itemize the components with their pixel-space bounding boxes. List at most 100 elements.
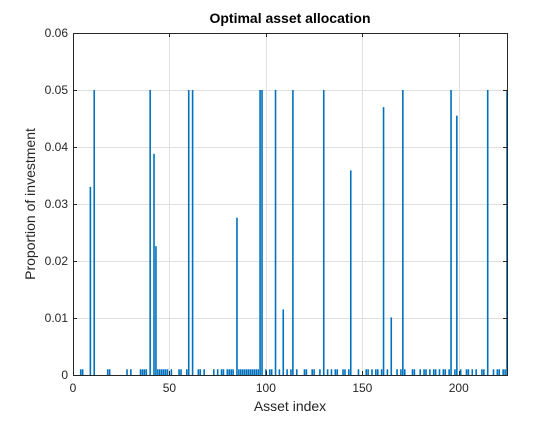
y-tick-label: 0 <box>61 368 68 382</box>
bar <box>199 369 202 375</box>
bar <box>419 369 421 375</box>
bar <box>423 369 425 375</box>
bar <box>268 369 271 375</box>
bar <box>245 369 248 375</box>
bar <box>344 369 346 375</box>
bar <box>143 369 146 375</box>
bar <box>166 369 169 375</box>
bar <box>311 369 313 375</box>
bar <box>313 369 315 375</box>
bar <box>243 369 246 375</box>
bar <box>367 369 369 375</box>
bar <box>303 369 306 375</box>
y-tick-label: 0.04 <box>45 140 69 154</box>
bar <box>286 369 288 375</box>
bar <box>155 246 157 375</box>
bar <box>259 90 261 375</box>
bar <box>290 369 292 375</box>
bar <box>475 369 477 375</box>
bar <box>240 369 242 375</box>
bar <box>295 369 298 375</box>
bar <box>322 90 325 375</box>
bar <box>203 369 205 375</box>
ticks: 0 50 100 150 200 0 0.01 0.02 0.03 0.04 0.05 0.06 <box>45 26 507 395</box>
bar <box>241 369 244 375</box>
bar <box>459 369 462 375</box>
bar <box>334 369 337 375</box>
bar <box>386 369 389 375</box>
bar <box>481 369 483 375</box>
y-axis-label: Proportion of investment <box>22 128 38 280</box>
bar <box>141 369 144 375</box>
bar <box>432 369 435 375</box>
y-tick-label: 0.01 <box>45 311 69 325</box>
x-tick-label: 0 <box>70 381 77 395</box>
bar <box>186 369 188 375</box>
bar <box>454 369 456 375</box>
bar <box>160 369 163 375</box>
bar <box>376 369 379 375</box>
bar <box>216 369 219 375</box>
bar <box>157 369 159 375</box>
y-tick-label: 0.05 <box>45 83 69 97</box>
bar <box>106 369 109 375</box>
bar <box>496 369 499 375</box>
bar <box>126 369 128 375</box>
bar <box>382 107 385 375</box>
x-tick-label: 100 <box>256 381 276 395</box>
bar <box>438 369 441 375</box>
bar <box>434 369 437 375</box>
bar <box>249 369 252 375</box>
bar <box>228 369 231 375</box>
x-axis-label: Asset index <box>254 398 326 414</box>
y-tick-label: 0.02 <box>45 254 69 268</box>
bar <box>342 369 344 375</box>
bar <box>292 90 294 375</box>
y-tick-label: 0.06 <box>45 26 69 40</box>
bar <box>270 369 273 375</box>
x-tick-label: 200 <box>449 381 469 395</box>
bar <box>483 369 485 375</box>
x-tick-label: 50 <box>163 381 177 395</box>
bar <box>213 369 215 375</box>
bar <box>79 369 82 375</box>
bar <box>164 369 167 375</box>
bar <box>336 369 339 375</box>
bar <box>159 369 161 375</box>
bar <box>380 369 383 375</box>
bar <box>448 369 450 375</box>
bar <box>108 369 111 375</box>
bar <box>471 369 474 375</box>
bar <box>403 369 406 375</box>
bar <box>251 369 254 375</box>
bar <box>411 369 414 375</box>
bar <box>257 369 259 375</box>
bar <box>400 369 402 375</box>
bar <box>162 369 165 375</box>
bar <box>238 369 240 375</box>
bar <box>187 90 190 375</box>
bar <box>442 369 445 375</box>
bar <box>365 369 367 375</box>
bar <box>220 369 223 375</box>
y-tick-label: 0.03 <box>45 197 69 211</box>
bar <box>390 317 393 375</box>
bar <box>349 170 352 375</box>
bar <box>178 369 180 375</box>
bar <box>425 369 427 375</box>
bar <box>130 369 132 375</box>
bar <box>319 369 321 375</box>
bar <box>139 369 142 375</box>
bar <box>89 186 92 375</box>
bar <box>305 369 308 375</box>
bar <box>153 153 155 375</box>
bar <box>255 369 258 375</box>
bar <box>261 90 263 375</box>
bar <box>450 90 452 375</box>
bar <box>396 369 398 375</box>
bar <box>265 369 267 375</box>
bar <box>502 369 504 375</box>
bar <box>81 369 84 375</box>
bar <box>486 90 489 375</box>
